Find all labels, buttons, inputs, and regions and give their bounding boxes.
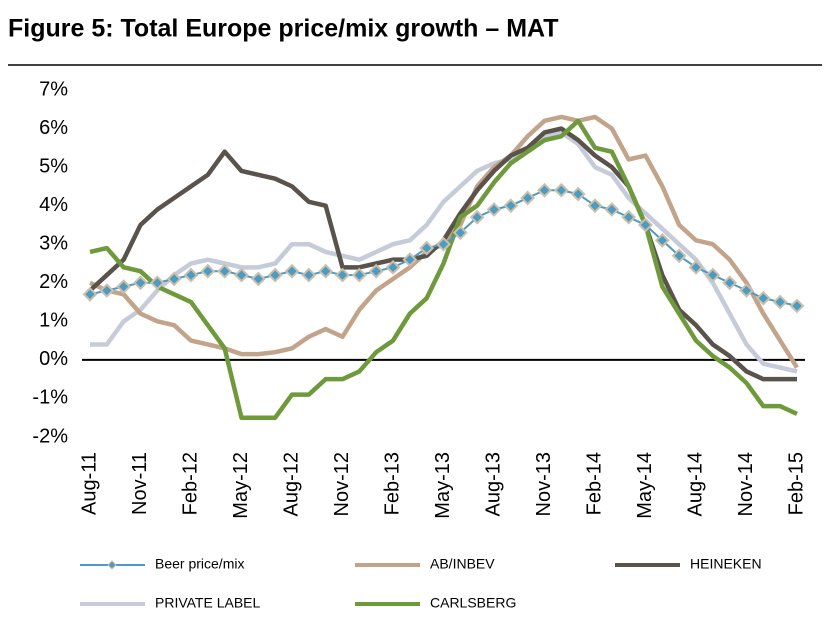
series-marker bbox=[385, 259, 401, 275]
y-tick-label: 2% bbox=[39, 271, 68, 293]
x-tick-label: Aug-14 bbox=[684, 452, 706, 517]
x-tick-label: Aug-13 bbox=[482, 452, 504, 517]
series-marker bbox=[250, 271, 266, 287]
series-marker bbox=[234, 267, 249, 283]
x-tick-label: Feb-13 bbox=[381, 452, 403, 515]
x-tick-label: May-13 bbox=[432, 452, 454, 519]
series-marker bbox=[301, 267, 317, 283]
series-marker bbox=[553, 182, 569, 198]
y-tick-label: 7% bbox=[39, 78, 68, 100]
series-marker bbox=[739, 283, 754, 298]
series-marker bbox=[469, 209, 485, 225]
series-line bbox=[90, 130, 798, 374]
x-tick-label: Aug-11 bbox=[78, 452, 100, 515]
series-marker bbox=[789, 298, 805, 314]
series-marker bbox=[705, 267, 721, 283]
x-tick-label: Feb-12 bbox=[179, 452, 201, 515]
y-tick-label: -1% bbox=[32, 387, 68, 409]
chart-title: Figure 5: Total Europe price/mix growth … bbox=[8, 15, 559, 43]
y-tick-label: -2% bbox=[32, 425, 68, 447]
series-marker bbox=[368, 263, 384, 279]
series-marker bbox=[335, 267, 350, 283]
series-marker bbox=[520, 190, 536, 206]
legend-label: HEINEKEN bbox=[690, 556, 762, 572]
series-marker bbox=[772, 294, 788, 310]
series-marker bbox=[149, 275, 165, 291]
series-marker bbox=[351, 267, 367, 283]
series-marker bbox=[402, 252, 418, 268]
x-tick-label: Nov-11 bbox=[129, 452, 151, 515]
series-marker bbox=[133, 275, 148, 291]
series-marker bbox=[200, 263, 216, 279]
y-tick-label: 0% bbox=[39, 348, 68, 370]
series-marker bbox=[183, 267, 199, 283]
series-marker bbox=[587, 198, 603, 214]
series-marker bbox=[267, 267, 283, 283]
y-tick-label: 3% bbox=[39, 233, 68, 255]
y-tick-label: 5% bbox=[39, 155, 68, 177]
series-marker bbox=[621, 209, 637, 225]
series-marker bbox=[503, 198, 519, 214]
x-tick-label: Nov-14 bbox=[735, 452, 757, 516]
series-marker bbox=[284, 263, 300, 279]
series-marker bbox=[166, 271, 182, 287]
x-tick-label: Feb-15 bbox=[785, 452, 807, 515]
series-marker bbox=[452, 225, 468, 241]
legend-label: Beer price/mix bbox=[155, 556, 244, 572]
series-marker bbox=[537, 182, 552, 198]
series-marker bbox=[570, 186, 586, 202]
y-tick-label: 6% bbox=[39, 117, 68, 139]
series-marker bbox=[486, 202, 502, 217]
x-tick-label: Feb-14 bbox=[583, 452, 605, 515]
x-tick-label: Nov-13 bbox=[533, 452, 555, 516]
series-marker bbox=[755, 290, 771, 306]
series-marker bbox=[99, 283, 115, 298]
x-tick-label: Aug-12 bbox=[280, 452, 302, 517]
x-tick-label: May-12 bbox=[230, 452, 252, 519]
series-marker bbox=[688, 259, 704, 275]
legend-label: AB/INBEV bbox=[430, 556, 495, 572]
x-tick-label: Nov-12 bbox=[331, 452, 353, 516]
series-marker bbox=[419, 240, 435, 256]
series-marker bbox=[217, 263, 233, 279]
series-marker bbox=[671, 248, 687, 264]
y-tick-label: 4% bbox=[39, 194, 68, 216]
series-marker bbox=[318, 263, 334, 279]
series-marker bbox=[638, 217, 653, 233]
series-marker bbox=[654, 232, 670, 248]
legend-label: CARLSBERG bbox=[430, 595, 516, 611]
x-tick-label: May-14 bbox=[634, 452, 656, 519]
series-marker bbox=[604, 202, 620, 217]
y-tick-label: 1% bbox=[39, 310, 68, 332]
series-marker bbox=[722, 275, 738, 291]
series-marker bbox=[116, 279, 132, 295]
series-line bbox=[89, 118, 798, 420]
series-marker bbox=[82, 286, 98, 302]
legend-marker bbox=[107, 560, 117, 570]
legend-label: PRIVATE LABEL bbox=[155, 595, 261, 611]
series-marker bbox=[436, 236, 451, 252]
